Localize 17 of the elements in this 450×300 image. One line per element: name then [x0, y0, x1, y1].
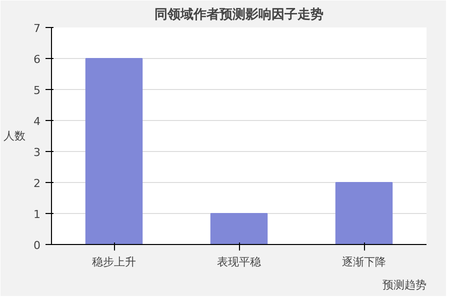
x-tick-label: 稳步上升: [92, 256, 136, 268]
bar: [85, 58, 143, 244]
y-tick-label: 1: [34, 208, 40, 221]
chart-title: 同领域作者预测影响因子走势: [154, 6, 324, 22]
y-tick-label: 7: [34, 22, 40, 35]
x-tick-label: 表现平稳: [217, 256, 261, 268]
y-axis-title: 人数: [4, 130, 26, 142]
y-tick-label: 0: [34, 239, 40, 252]
x-tick-label: 逐渐下降: [342, 256, 386, 268]
bar: [210, 213, 268, 244]
y-tick-label: 2: [34, 177, 40, 190]
y-tick-label: 3: [34, 146, 40, 159]
y-tick-label: 4: [34, 115, 40, 128]
x-axis-title: 预测趋势: [382, 278, 426, 292]
y-tick-label: 5: [34, 84, 40, 97]
y-tick-label: 6: [34, 53, 40, 66]
bar: [335, 182, 393, 244]
